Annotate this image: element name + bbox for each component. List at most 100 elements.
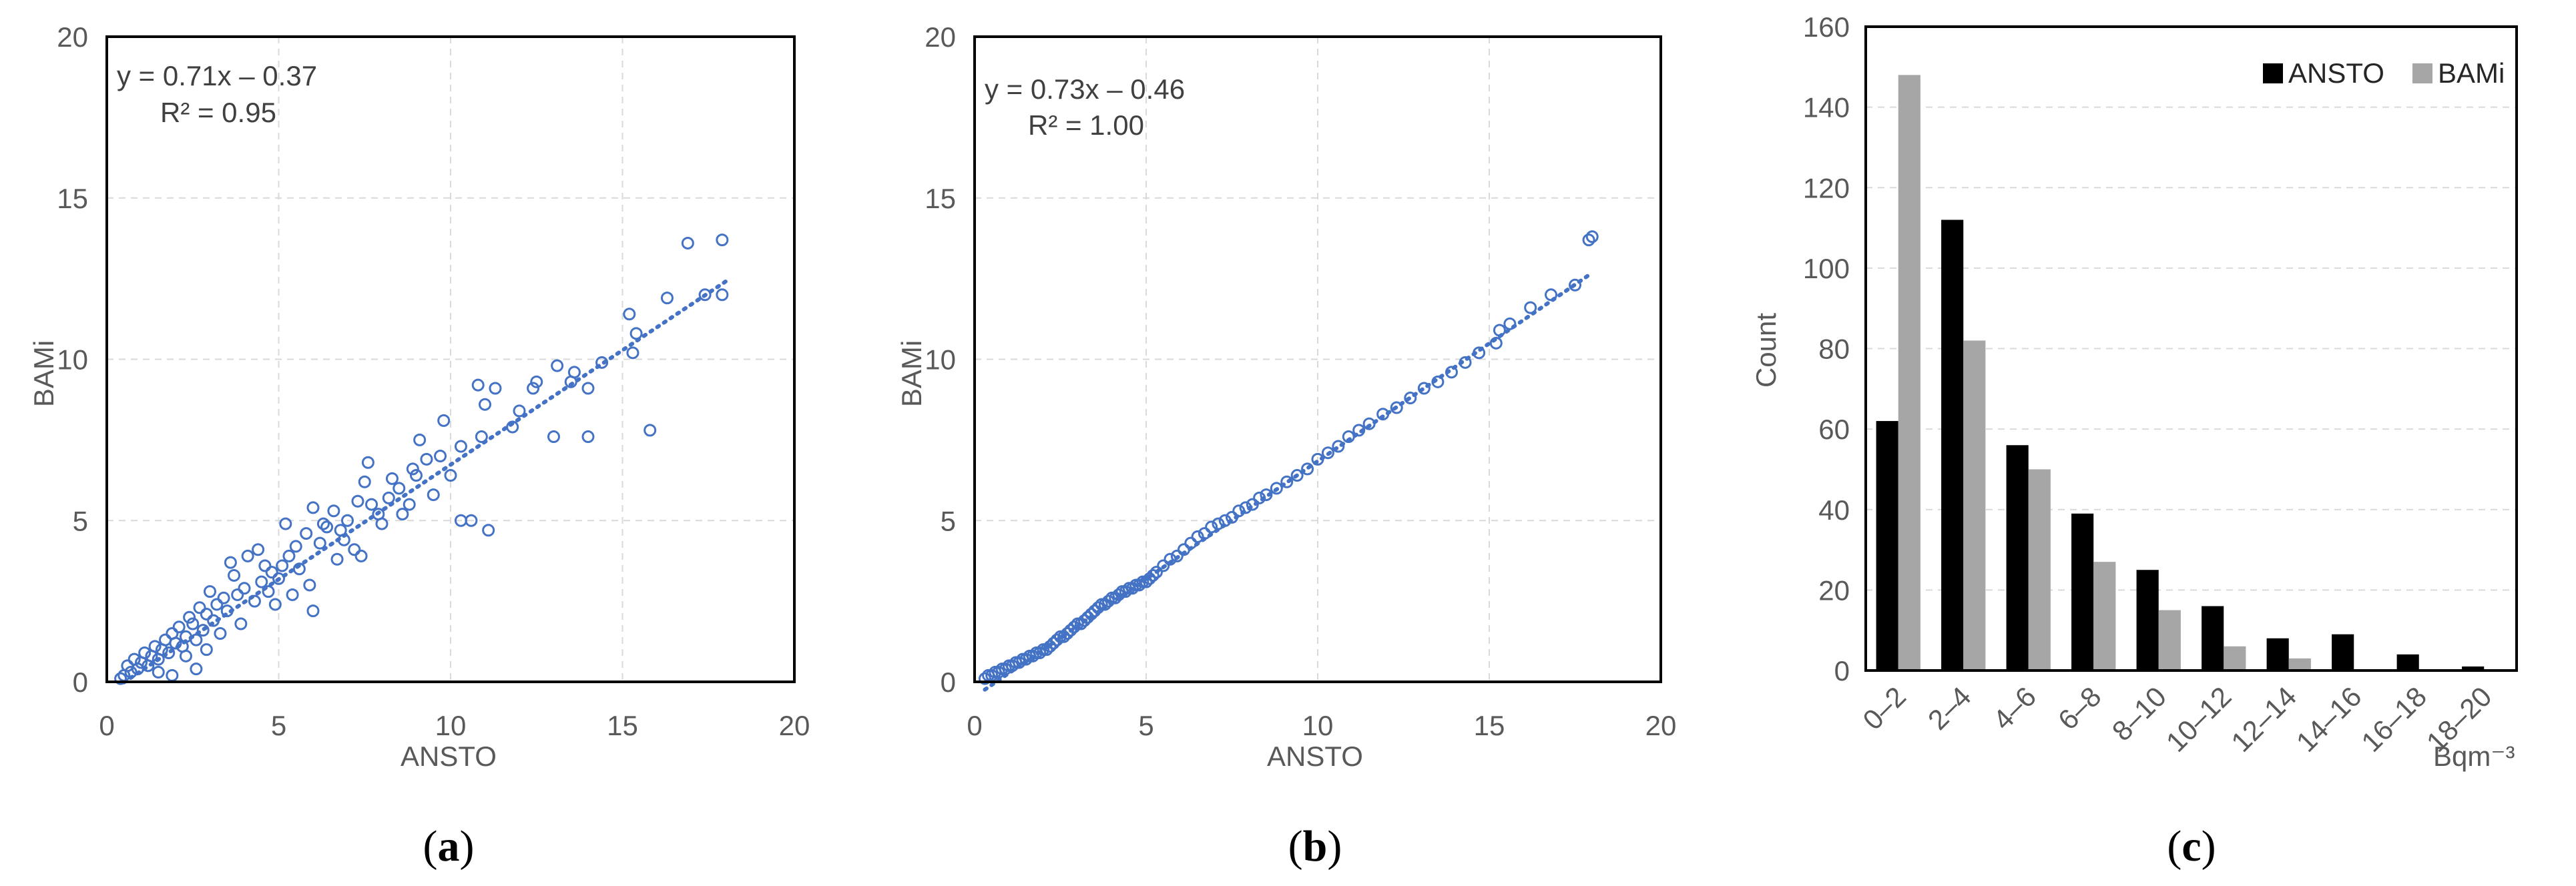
a-point-63	[196, 624, 210, 637]
a-point-31	[393, 482, 406, 495]
b-y-tick-0: 0	[941, 667, 956, 698]
a-point-52	[248, 594, 261, 608]
b-point-47	[1139, 575, 1153, 588]
bar-ansto-6	[2266, 638, 2289, 671]
panel-b-y-axis-title: BAMi	[896, 340, 927, 407]
legend-label-bami: BAMi	[2438, 57, 2505, 89]
panel-b-x-axis-title: ANSTO	[1267, 741, 1363, 772]
b-y-tick-3: 15	[925, 183, 956, 214]
a-point-37	[341, 514, 354, 527]
a-point-14	[527, 382, 540, 395]
a-point-49	[265, 566, 278, 579]
a-point-25	[454, 514, 467, 527]
c-y-tick-3: 60	[1818, 414, 1850, 445]
a-point-106	[444, 469, 457, 482]
a-point-53	[241, 549, 254, 562]
a-point-35	[358, 475, 371, 488]
a-point-6	[629, 327, 643, 340]
a-point-12	[551, 359, 564, 372]
a-point-91	[279, 517, 292, 530]
b-point-92	[1585, 230, 1599, 244]
bar-bami-2	[2028, 469, 2051, 671]
panel-c-x-axis-unit: Bqm⁻³	[2433, 741, 2515, 772]
a-y-tick-0: 0	[73, 667, 88, 698]
b-point-80	[1417, 382, 1431, 395]
bar-ansto-2	[2006, 445, 2029, 671]
b-point-53	[1170, 549, 1184, 562]
a-point-48	[272, 572, 285, 585]
legend-swatch-ansto	[2263, 63, 2283, 83]
a-point-100	[396, 508, 409, 521]
b-point-28	[1074, 617, 1087, 630]
a-point-28	[420, 452, 433, 466]
a-y-tick-4: 20	[57, 21, 88, 53]
b-point-87	[1503, 317, 1517, 330]
a-point-96	[513, 404, 526, 418]
a-point-46	[282, 549, 296, 562]
a-point-55	[231, 588, 244, 601]
bar-ansto-5	[2202, 606, 2224, 671]
bar-bami-0	[1898, 75, 1920, 671]
b-point-0	[978, 672, 991, 685]
b-point-69	[1290, 469, 1304, 482]
b-point-18	[1040, 643, 1053, 656]
a-point-72	[166, 626, 179, 640]
a-point-16	[581, 430, 595, 444]
panel-label-a: (a)	[423, 822, 475, 871]
panel-c-bars	[1876, 75, 2485, 671]
c-x-tick-2: 4–6	[1987, 681, 2042, 736]
a-trendline-line	[121, 279, 728, 685]
a-point-32	[382, 491, 395, 504]
a-point-29	[410, 469, 423, 482]
a-point-26	[437, 414, 451, 427]
panel-c-y-tick-labels: 0 20 40 60 80 100 120 140 160	[1803, 11, 1850, 687]
a-point-87	[114, 672, 127, 685]
a-point-15	[547, 430, 560, 444]
a-point-111	[179, 649, 192, 662]
b-point-49	[1146, 568, 1160, 582]
a-x-tick-3: 15	[607, 710, 638, 741]
bar-ansto-9	[2462, 666, 2485, 671]
b-point-4	[992, 665, 1005, 679]
a-point-103	[234, 617, 248, 630]
a-point-2	[716, 288, 729, 302]
b-point-21	[1050, 633, 1063, 646]
a-point-51	[255, 575, 268, 588]
panel-b-x-tick-labels: 0 5 10 15 20	[967, 710, 1676, 741]
a-y-tick-1: 5	[73, 505, 88, 536]
b-x-tick-1: 5	[1138, 710, 1153, 741]
a-point-92	[252, 543, 265, 556]
panel-a-plot-frame	[105, 35, 796, 683]
a-point-73	[162, 646, 176, 659]
b-x-tick-0: 0	[967, 710, 982, 741]
c-y-tick-6: 120	[1803, 172, 1850, 203]
panel-b-y-tick-labels: 0 5 10 15 20	[925, 21, 956, 698]
a-point-59	[210, 598, 224, 611]
c-y-tick-8: 160	[1803, 11, 1850, 43]
panel-c-plot-frame	[1864, 25, 2518, 672]
panel-label-b: (b)	[1288, 822, 1342, 871]
c-x-tick-0: 0–2	[1856, 681, 1912, 736]
b-point-24	[1061, 626, 1074, 640]
a-point-41	[313, 536, 326, 550]
panel-b-scatter-chart: 0 5 10 15 20 0 5 10 15 20 y = 0.73x – 0.46 R² = …	[896, 21, 1676, 772]
c-y-tick-7: 140	[1803, 92, 1850, 123]
a-point-61	[204, 585, 216, 598]
c-y-tick-4: 80	[1818, 334, 1850, 365]
b-point-20	[1047, 636, 1060, 650]
bar-bami-4	[2158, 610, 2181, 671]
a-point-70	[172, 620, 186, 634]
b-point-46	[1136, 575, 1149, 588]
a-point-88	[166, 669, 179, 682]
b-point-22	[1054, 630, 1067, 643]
b-trendline-line	[983, 270, 1595, 692]
b-point-16	[1033, 646, 1047, 659]
a-point-64	[193, 601, 206, 614]
panel-b-plot-frame	[973, 35, 1662, 683]
a-point-113	[286, 588, 299, 601]
b-point-90	[1569, 278, 1581, 292]
b-point-25	[1064, 624, 1077, 637]
a-point-34	[361, 456, 374, 469]
a-point-50	[262, 585, 275, 598]
